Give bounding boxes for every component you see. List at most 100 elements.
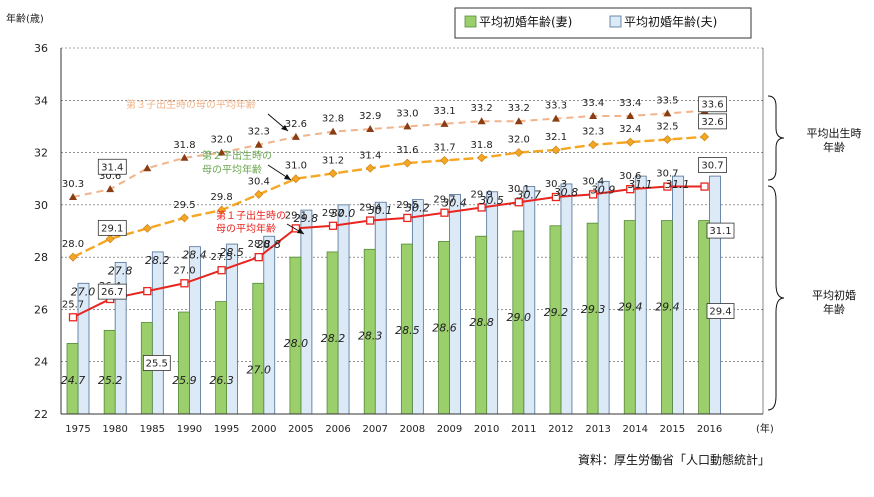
second-child-value-label: 32.6 [701, 117, 723, 128]
wife-value-label: 25.9 [172, 374, 197, 387]
birth-age-label: 平均出生時 [807, 126, 862, 140]
line-marker-diamond [68, 252, 78, 262]
first-child-value-label: 30.6 [619, 171, 641, 182]
line-marker-diamond [328, 169, 338, 178]
bar-husband [672, 175, 684, 415]
line-marker-square [143, 286, 152, 296]
bar-husband [374, 201, 387, 415]
line-marker-diamond [254, 189, 264, 199]
line-marker-triangle [663, 109, 672, 117]
line-marker-square [366, 216, 375, 225]
second-child-value-label: 31.8 [471, 140, 493, 151]
third-child-value-label: 33.3 [545, 101, 567, 112]
line-marker-diamond [625, 137, 635, 147]
line-marker-triangle [106, 185, 115, 193]
y-tick-label: 28 [34, 251, 48, 264]
legend-label-wife: 平均初婚年齢(妻) [479, 14, 572, 29]
x-tick-label: 2013 [585, 424, 610, 435]
bar-husband [449, 193, 461, 415]
third-child-value-label-box [97, 158, 127, 175]
x-tick-label: 1990 [177, 424, 202, 435]
line-marker-square [68, 313, 78, 322]
wife-value-label: 28.3 [358, 329, 383, 342]
line-marker-square [700, 182, 709, 191]
x-tick-label: 2012 [548, 424, 573, 435]
third-child-value-label: 32.0 [210, 135, 232, 146]
bar-husband [151, 251, 164, 415]
third-child-value-label: 33.2 [471, 103, 493, 114]
bar-husband [263, 235, 276, 415]
first-child-value-label: 29.1 [285, 210, 307, 221]
bar-husband [523, 186, 536, 415]
line-marker-square [217, 266, 226, 275]
first-child-value-label: 29.7 [433, 195, 455, 206]
y-tick-label: 32 [34, 147, 48, 160]
second-child-value-label: 32.1 [545, 132, 567, 143]
marriage-age-label: 平均初婚 [812, 288, 856, 302]
second-child-series-label: 第２子出生時の [202, 149, 272, 162]
third-child-value-label: 32.8 [322, 114, 344, 125]
birth-age-label: 年齢 [823, 140, 845, 154]
bar-wife [289, 256, 302, 415]
third-child-value-label: 32.3 [248, 127, 270, 138]
line-marker-triangle [626, 111, 635, 119]
line-marker-diamond [142, 223, 152, 233]
line-marker-triangle [551, 114, 560, 122]
x-tick-label: 1980 [102, 424, 127, 435]
husband-value-label: 29.8 [294, 212, 319, 225]
line-marker-triangle [217, 148, 226, 156]
line-marker-triangle [69, 193, 77, 201]
y-tick-label: 22 [34, 408, 48, 421]
line-series-2 [72, 135, 705, 259]
line-marker-diamond [588, 140, 598, 150]
line-marker-diamond [217, 205, 227, 215]
line-marker-square [328, 221, 338, 230]
line-marker-triangle [440, 119, 449, 127]
third-child-series-label: 第３子出生時の母の平均年齢 [126, 98, 256, 111]
third-child-value-label: 33.6 [701, 100, 723, 111]
husband-value-box [706, 222, 735, 239]
first-child-value-label: 28.0 [248, 239, 270, 250]
second-child-value-label: 32.0 [508, 135, 530, 146]
bar-wife [103, 329, 116, 415]
husband-value-label: 30.0 [331, 207, 356, 220]
line-marker-square [477, 203, 486, 212]
bar-wife [623, 220, 636, 415]
line-marker-diamond [551, 145, 561, 155]
wife-value-label: 28.0 [284, 337, 309, 350]
second-child-value-label: 32.5 [656, 122, 678, 133]
husband-value-label: 30.5 [479, 194, 504, 207]
x-tick-label: 1995 [214, 424, 239, 435]
third-child-value-label: 30.3 [62, 179, 84, 190]
first-child-value-label: 29.2 [322, 208, 344, 219]
husband-value-label: 30.4 [442, 196, 467, 209]
line-marker-diamond [105, 234, 115, 244]
second-child-value-label: 31.4 [359, 150, 381, 161]
line-marker-square [440, 208, 449, 217]
husband-value-label: 28.5 [219, 246, 244, 259]
y-axis-label: 年齢(歳) [6, 12, 44, 25]
second-child-value-label: 29.5 [173, 200, 195, 211]
marriage-age-bracket [767, 185, 785, 411]
second-child-value-label: 30.4 [248, 176, 270, 187]
second-child-value-label: 32.3 [582, 127, 604, 138]
y-tick-label: 30 [34, 199, 48, 212]
wife-value-label: 24.7 [61, 374, 86, 387]
x-tick-label: 2007 [362, 424, 387, 435]
first-child-series-label: 母の平均年齢 [216, 222, 276, 235]
third-child-value-label: 33.4 [619, 98, 641, 109]
third-child-value-label: 33.5 [656, 95, 678, 106]
wife-value-label: 29.4 [618, 301, 643, 314]
first-child-value-label: 25.7 [62, 299, 84, 310]
husband-value-label: 28.4 [182, 249, 207, 262]
wife-value-label: 29.4 [709, 307, 731, 318]
third-child-value-label: 31.8 [173, 140, 195, 151]
husband-value-label: 28.2 [145, 254, 170, 267]
legend-label-husband: 平均初婚年齢(夫) [624, 14, 717, 29]
y-tick-label: 26 [34, 303, 48, 316]
line-marker-diamond [514, 148, 524, 157]
wife-value-label: 28.5 [395, 324, 420, 337]
line-marker-triangle [514, 117, 523, 125]
wife-value-label: 29.4 [655, 301, 680, 314]
